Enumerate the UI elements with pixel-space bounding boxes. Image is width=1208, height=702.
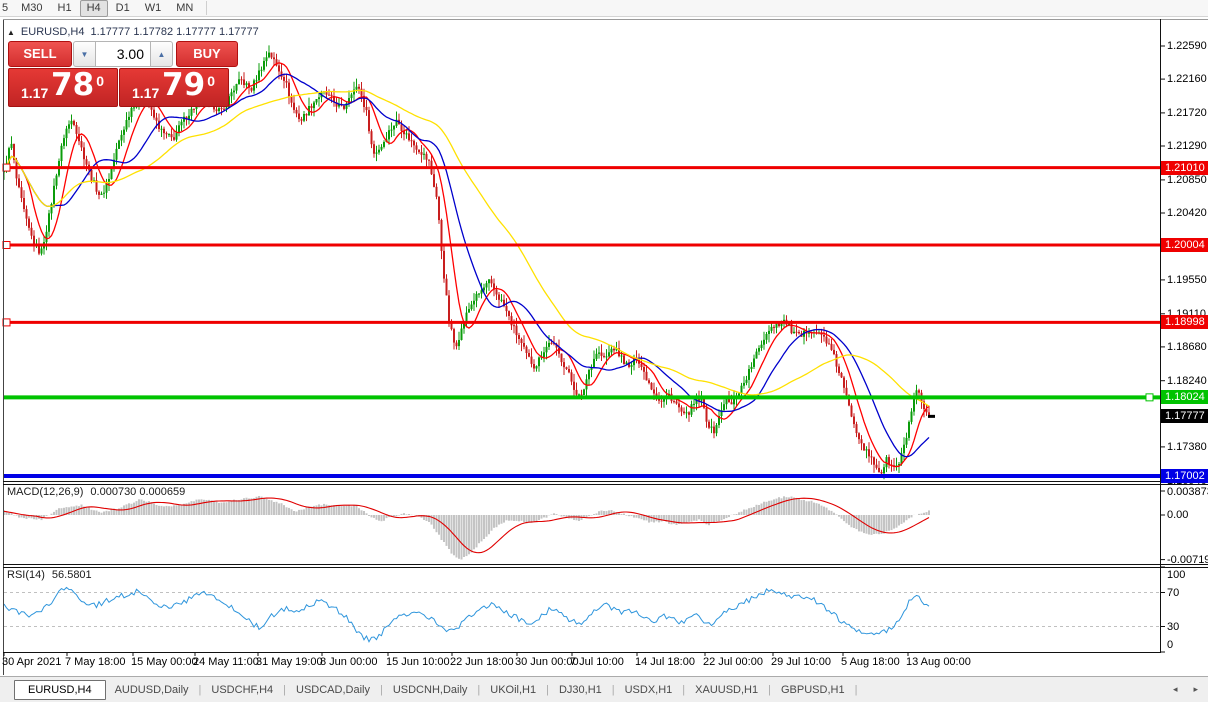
chart-symbol-label: EURUSD,H4	[20, 26, 85, 38]
tab-eurusd-h4[interactable]: EURUSD,H4	[14, 679, 106, 700]
time-axis-label: 29 Jul 10:00	[771, 656, 831, 668]
buy-price-point: 0	[207, 73, 215, 89]
volume-increase-button[interactable]: ▲	[150, 41, 173, 67]
sell-button[interactable]: SELL	[8, 41, 72, 67]
volume-decrease-button[interactable]: ▼	[73, 41, 96, 67]
price-axis-tick-label: 1.21290	[1167, 140, 1207, 152]
timeframe-toolbar: 5 M30 H1 H4 D1 W1 MN	[0, 0, 1208, 17]
rsi-name: RSI(14)	[7, 569, 45, 581]
tab-audusd-daily[interactable]: AUDUSD,Daily	[114, 683, 189, 696]
rsi-axis-label: 0	[1167, 639, 1174, 651]
volume-input[interactable]	[96, 41, 150, 67]
price-axis-tick-label: 1.21720	[1167, 107, 1207, 119]
tab-usdcnh-daily[interactable]: USDCNH,Daily	[392, 683, 468, 696]
time-axis-label: 14 Jul 18:00	[635, 656, 695, 668]
chart-tabs: EURUSD,H4 AUDUSD,Daily | USDCHF,H4 | USDCAD,D…	[14, 679, 858, 700]
sell-price-panel[interactable]: 1.17 78 0	[8, 67, 118, 107]
price-level-label-1-20004: 1.20004	[1161, 238, 1208, 252]
price-axis-tick-label: 1.22160	[1167, 73, 1207, 85]
tab-separator: |	[768, 683, 771, 696]
price-axis-tick-label: 1.20850	[1167, 174, 1207, 186]
time-axis-label: 24 May 11:00	[193, 656, 259, 668]
price-axis-tick-label: 1.19550	[1167, 274, 1207, 286]
time-axis-label: 8 Jun 00:00	[320, 656, 378, 668]
price-level-label-1-18024: 1.18024	[1161, 390, 1208, 404]
tab-separator: |	[379, 683, 383, 696]
rsi-axis-label: 100	[1167, 569, 1186, 581]
toolbar-separator	[206, 1, 208, 15]
tab-dj30-h1[interactable]: DJ30,H1	[558, 683, 602, 696]
time-axis-label: 13 Aug 00:00	[906, 656, 971, 668]
time-axis-label: 30 Jun 00:00	[515, 656, 579, 668]
timeframe-button-5[interactable]: 5	[2, 1, 9, 14]
timeframe-button-d1[interactable]: D1	[115, 1, 130, 14]
timeframe-button-w1[interactable]: W1	[144, 1, 162, 14]
tab-usdcad-daily[interactable]: USDCAD,Daily	[296, 683, 370, 696]
time-axis-label: 30 Apr 2021	[2, 656, 62, 668]
time-axis-label: 22 Jun 18:00	[450, 656, 514, 668]
tab-separator: |	[546, 683, 549, 696]
macd-axis-label: 0.003873	[1167, 486, 1208, 498]
macd-axis-label: -0.007195	[1167, 554, 1208, 566]
tab-gbpusd-h1[interactable]: GBPUSD,H1	[780, 683, 845, 696]
tab-separator: |	[854, 683, 858, 696]
buy-price-pips: 79	[162, 67, 206, 103]
macd-axis-label: 0.00	[1167, 509, 1189, 521]
price-axis-tick-label: 1.20420	[1167, 207, 1207, 219]
macd-name: MACD(12,26,9)	[7, 486, 84, 498]
price-level-label-1-17002: 1.17002	[1161, 469, 1208, 483]
tab-separator: |	[682, 683, 686, 696]
price-level-label-1-17777: 1.17777	[1161, 409, 1208, 423]
time-axis-label: 31 May 19:00	[256, 656, 323, 668]
rsi-indicator-label: RSI(14) 56.5801	[7, 569, 92, 581]
macd-indicator-label: MACD(12,26,9) 0.000730 0.000659	[7, 486, 185, 498]
tab-ukoil-h1[interactable]: UKOil,H1	[490, 683, 537, 696]
price-axis-tick-label: 1.22590	[1167, 40, 1207, 52]
tab-separator: |	[198, 683, 202, 696]
tab-xauusd-h1[interactable]: XAUUSD,H1	[695, 683, 759, 696]
timeframe-button-h1[interactable]: H1	[57, 1, 72, 14]
chart-ohlc-values: 1.17777 1.17782 1.17777 1.17777	[90, 26, 259, 38]
sell-price-prefix: 1.17	[21, 85, 49, 101]
price-axis-tick-label: 1.18680	[1167, 341, 1207, 353]
timeframe-button-mn[interactable]: MN	[176, 1, 194, 14]
tab-scroll-right-icon[interactable]: ▸	[1193, 684, 1198, 694]
tab-separator: |	[611, 683, 615, 696]
price-axis-tick-label: 1.17380	[1167, 441, 1207, 453]
buy-price-prefix: 1.17	[132, 85, 160, 101]
timeframe-button-m30[interactable]: M30	[21, 1, 43, 14]
tab-scroll-controls: ◂ ▸	[1173, 684, 1198, 695]
time-axis-label: 15 May 00:00	[131, 656, 198, 668]
price-level-label-1-21010: 1.21010	[1161, 161, 1208, 175]
price-axis-tick-label: 1.18240	[1167, 375, 1207, 387]
sell-price-point: 0	[96, 73, 104, 89]
price-level-label-1-18998: 1.18998	[1161, 315, 1208, 329]
time-axis-label: 15 Jun 10:00	[386, 656, 450, 668]
collapse-panel-icon[interactable]: ▲	[7, 27, 15, 37]
rsi-axis-label: 70	[1167, 587, 1180, 599]
tab-separator: |	[283, 683, 286, 696]
chart-tab-bar: EURUSD,H4 AUDUSD,Daily | USDCHF,H4 | USDCAD,D…	[0, 676, 1208, 702]
tab-usdx-h1[interactable]: USDX,H1	[624, 683, 673, 696]
rsi-axis-label: 30	[1167, 621, 1180, 633]
tab-usdchf-h4[interactable]: USDCHF,H4	[211, 683, 274, 696]
sell-price-pips: 78	[51, 67, 95, 103]
buy-price-panel[interactable]: 1.17 79 0	[119, 67, 229, 107]
macd-values: 0.000730 0.000659	[90, 486, 186, 498]
timeframe-button-h4[interactable]: H4	[79, 0, 108, 17]
rsi-value: 56.5801	[51, 569, 92, 581]
tab-separator: |	[477, 683, 481, 696]
chart-title: ▲ EURUSD,H4 1.17777 1.17782 1.17777 1.17…	[7, 26, 259, 38]
time-axis-label: 5 Aug 18:00	[841, 656, 900, 668]
time-axis-label: 22 Jul 00:00	[703, 656, 763, 668]
time-axis-label: 7 May 18:00	[65, 656, 126, 668]
time-axis-label: 7 Jul 10:00	[570, 656, 624, 668]
tab-scroll-left-icon[interactable]: ◂	[1172, 684, 1178, 694]
buy-button[interactable]: BUY	[176, 41, 238, 67]
